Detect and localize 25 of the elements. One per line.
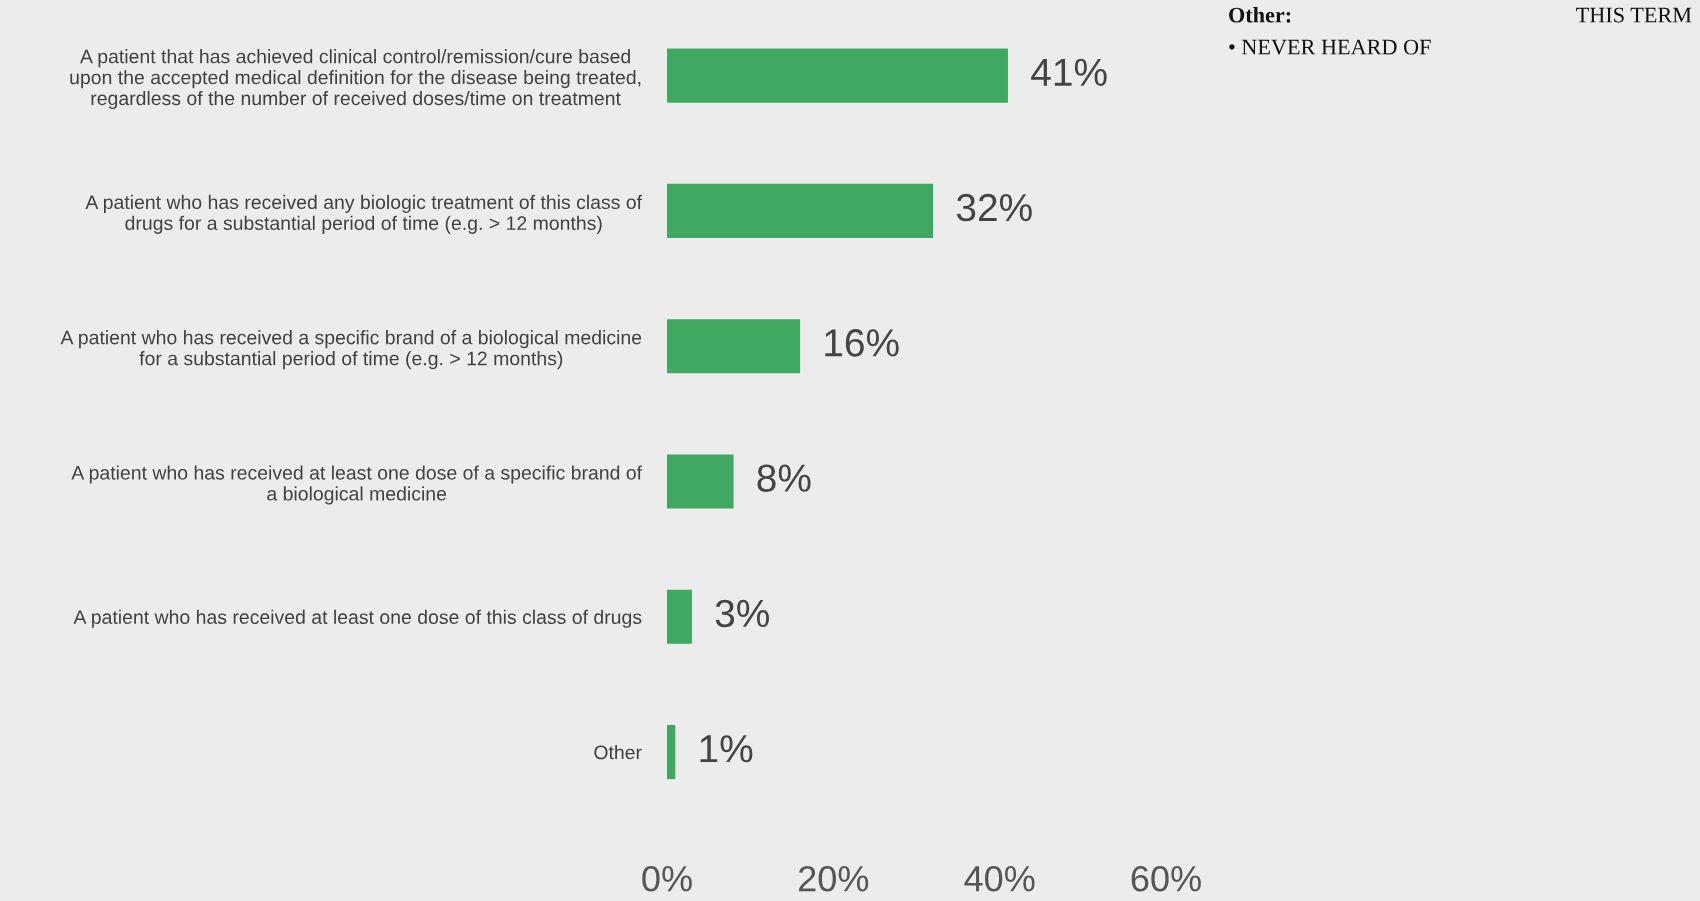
bar xyxy=(667,48,1008,103)
bar xyxy=(667,725,676,780)
text: Other: xyxy=(1229,6,1291,23)
bar xyxy=(667,589,692,644)
y-tick-label: A patient who has received any biologic treatment of this class of drugs for a substantial period of time (e.g. > 12 months) xyxy=(85,194,643,234)
y-tick-label: Other xyxy=(594,745,642,760)
text: • NEVER HEARD OF xyxy=(1229,39,1431,55)
x-tick-label: 0% xyxy=(642,865,692,892)
data-label: 3% xyxy=(715,599,769,628)
y-tick-label: A patient who has received a specific brand of a biological medicine for a substantial period of time (e.g. > 12 months) xyxy=(60,330,642,370)
x-tick-label: 40% xyxy=(964,865,1035,892)
x-tick-label: 60% xyxy=(1131,865,1201,892)
y-tick-label: A patient who has received at least one dose of this class of drugs xyxy=(73,609,642,628)
bar xyxy=(667,319,801,374)
bar xyxy=(667,183,934,238)
data-label: 1% xyxy=(700,735,753,763)
y-tick-label: A patient that has achieved clinical control/remission/cure based upon the accepted medical definition for the disease being treated, regardless of the number of received doses/time on treatment xyxy=(70,49,641,110)
data-label: 8% xyxy=(757,464,811,492)
data-label: 32% xyxy=(956,193,1032,222)
bar xyxy=(667,454,734,509)
text: THIS TERM xyxy=(1576,7,1692,23)
y-tick-label: A patient who has received at least one dose of a specific brand of a biological medicine xyxy=(71,465,643,505)
data-label: 41% xyxy=(1031,58,1107,86)
x-tick-label: 20% xyxy=(799,865,869,892)
data-label: 16% xyxy=(825,329,899,357)
